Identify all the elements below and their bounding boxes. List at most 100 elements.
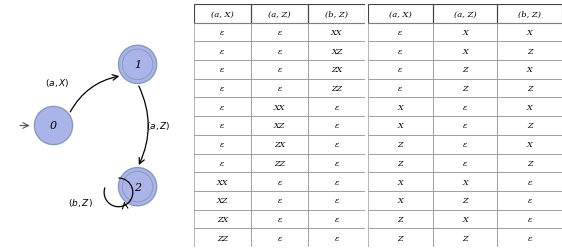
Text: Z: Z xyxy=(463,85,468,93)
Bar xyxy=(433,191,497,210)
Text: Z: Z xyxy=(398,215,403,223)
Bar xyxy=(194,117,251,135)
Text: ZX: ZX xyxy=(331,66,342,74)
Bar xyxy=(368,117,433,135)
Text: 0: 0 xyxy=(50,121,57,131)
Bar xyxy=(433,228,497,247)
Bar xyxy=(308,61,365,79)
Text: ε: ε xyxy=(398,48,402,55)
Bar xyxy=(251,154,308,173)
Text: ε: ε xyxy=(278,85,282,93)
Bar xyxy=(308,24,365,42)
Text: ε: ε xyxy=(334,215,339,223)
Bar xyxy=(368,173,433,191)
Bar xyxy=(497,191,562,210)
Text: 2: 2 xyxy=(134,182,141,192)
Text: ε: ε xyxy=(398,66,402,74)
Bar xyxy=(433,210,497,228)
Text: $(b, Z)$: $(b, Z)$ xyxy=(68,196,93,208)
Text: X: X xyxy=(527,29,533,37)
Bar xyxy=(497,42,562,61)
Text: ZX: ZX xyxy=(274,141,285,149)
Bar xyxy=(194,42,251,61)
Bar xyxy=(433,154,497,173)
Bar xyxy=(194,191,251,210)
Bar xyxy=(308,98,365,117)
Bar xyxy=(308,173,365,191)
Text: (a, Z): (a, Z) xyxy=(454,10,477,18)
Bar xyxy=(194,79,251,98)
Bar xyxy=(497,5,562,24)
Text: X: X xyxy=(527,66,533,74)
Text: X: X xyxy=(462,29,468,37)
Text: ε: ε xyxy=(278,48,282,55)
Circle shape xyxy=(34,107,72,145)
Bar xyxy=(251,98,308,117)
Text: ε: ε xyxy=(528,234,532,242)
Text: Z: Z xyxy=(527,122,532,130)
Bar xyxy=(308,117,365,135)
Bar xyxy=(368,191,433,210)
Bar xyxy=(251,228,308,247)
Bar xyxy=(308,79,365,98)
Bar xyxy=(433,79,497,98)
Text: ε: ε xyxy=(278,234,282,242)
Text: X: X xyxy=(397,197,404,204)
Text: X: X xyxy=(462,178,468,186)
Text: (b, Z): (b, Z) xyxy=(325,10,348,18)
Bar xyxy=(308,154,365,173)
Bar xyxy=(251,173,308,191)
Bar xyxy=(433,24,497,42)
Text: ε: ε xyxy=(398,85,402,93)
Text: ε: ε xyxy=(278,178,282,186)
Text: (b, Z): (b, Z) xyxy=(518,10,541,18)
Bar xyxy=(433,98,497,117)
Text: ε: ε xyxy=(220,85,225,93)
Bar xyxy=(308,42,365,61)
Text: ε: ε xyxy=(334,178,339,186)
Text: ε: ε xyxy=(220,48,225,55)
Bar xyxy=(308,5,365,24)
Bar xyxy=(251,42,308,61)
Text: Z: Z xyxy=(398,141,403,149)
Text: ZX: ZX xyxy=(217,215,228,223)
Text: ZZ: ZZ xyxy=(274,159,285,167)
Bar xyxy=(194,135,251,154)
Text: X: X xyxy=(527,103,533,111)
Text: ε: ε xyxy=(220,103,225,111)
Circle shape xyxy=(119,168,157,206)
Bar xyxy=(194,210,251,228)
Text: Z: Z xyxy=(463,234,468,242)
Text: ε: ε xyxy=(463,159,467,167)
Text: Z: Z xyxy=(527,85,532,93)
Bar xyxy=(433,135,497,154)
Text: ε: ε xyxy=(334,197,339,204)
Bar xyxy=(368,98,433,117)
Bar xyxy=(433,42,497,61)
Bar xyxy=(251,61,308,79)
Text: ε: ε xyxy=(463,103,467,111)
Bar xyxy=(497,61,562,79)
Bar xyxy=(194,61,251,79)
Text: Z: Z xyxy=(527,159,532,167)
Bar xyxy=(497,24,562,42)
Bar xyxy=(497,117,562,135)
Text: XZ: XZ xyxy=(274,122,285,130)
Bar xyxy=(251,191,308,210)
Text: ε: ε xyxy=(528,215,532,223)
Text: ε: ε xyxy=(528,178,532,186)
Text: Z: Z xyxy=(398,159,403,167)
Text: ε: ε xyxy=(463,141,467,149)
Text: ε: ε xyxy=(334,122,339,130)
Text: X: X xyxy=(462,48,468,55)
Bar xyxy=(368,135,433,154)
Bar xyxy=(368,61,433,79)
Bar xyxy=(251,24,308,42)
Bar xyxy=(308,191,365,210)
Text: X: X xyxy=(397,122,404,130)
Bar xyxy=(308,210,365,228)
Text: Z: Z xyxy=(463,66,468,74)
Text: ε: ε xyxy=(278,197,282,204)
Bar xyxy=(194,5,251,24)
Text: ZZ: ZZ xyxy=(217,234,228,242)
